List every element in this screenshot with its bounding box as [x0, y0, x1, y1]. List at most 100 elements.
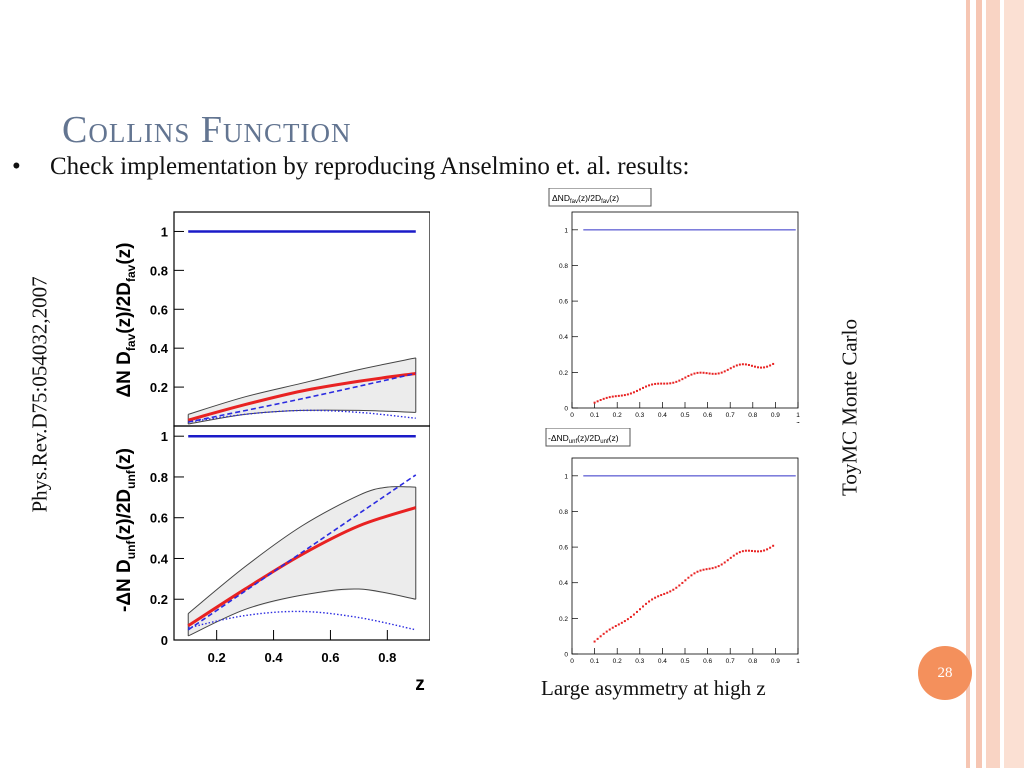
scatter-point: [757, 366, 760, 369]
x-tick-label: 0.6: [321, 650, 339, 665]
scatter-point: [723, 370, 726, 373]
scatter-point: [763, 366, 766, 369]
scatter-point: [696, 371, 699, 374]
x-axis-title: z: [415, 674, 425, 695]
scatter-point: [735, 364, 738, 367]
scatter-point: [678, 584, 681, 587]
x-tick-label: 0.4: [265, 650, 284, 665]
y-tick-label: 0: [564, 652, 568, 659]
scatter-point: [626, 618, 629, 621]
scatter-point: [744, 549, 747, 552]
scatter-point: [708, 567, 711, 570]
scatter-point: [657, 595, 660, 598]
series-red-solid: [187, 371, 416, 422]
y-tick-label: 1: [161, 224, 168, 239]
band-upper-line: [187, 486, 416, 614]
scatter-point: [747, 363, 750, 366]
scatter-point: [654, 596, 657, 599]
scatter-point: [593, 401, 596, 404]
decor-stripe: [986, 0, 1000, 768]
slide-title: Collins Function: [62, 109, 352, 151]
x-tick-label: 0.7: [726, 412, 735, 419]
scatter-point: [705, 568, 708, 571]
error-band: [188, 486, 416, 636]
plot-frame: [173, 425, 430, 641]
y-tick-label: 0.6: [150, 511, 168, 526]
scatter-point: [726, 559, 729, 562]
decor-stripe: [966, 0, 970, 768]
scatter-point: [729, 556, 732, 559]
y-tick-label: 0.6: [150, 302, 168, 317]
scatter-point: [645, 385, 648, 388]
scatter-point: [638, 608, 641, 611]
x-tick-label: 0.2: [208, 650, 226, 665]
band-lower-line: [188, 588, 416, 637]
x-tick-label: 0.9: [771, 412, 780, 419]
note-text: Large asymmetry at high z: [541, 676, 766, 700]
scatter-point: [648, 600, 651, 603]
y-tick-label: 1: [564, 227, 568, 234]
scatter-point: [738, 551, 741, 554]
scatter-point: [732, 554, 735, 557]
scatter-point: [708, 372, 711, 375]
scatter-point: [669, 382, 672, 385]
scatter-point: [672, 588, 675, 591]
x-tick-label: 0: [570, 658, 574, 665]
scatter-point: [735, 552, 738, 555]
scatter-point: [614, 395, 617, 398]
bullet-icon: •: [12, 153, 21, 180]
x-tick-label: 0.2: [613, 658, 622, 665]
scatter-point: [617, 394, 620, 397]
scatter-point: [741, 550, 744, 553]
scatter-point: [714, 566, 717, 569]
scatter-point: [699, 569, 702, 572]
toymc-unf-figure: -ΔNDunf(z)/2Dunf(z) 00.20.40.60.810 0.1 0.…: [545, 428, 800, 668]
x-tick-label: 1: [796, 412, 800, 419]
scatter-point: [605, 396, 608, 399]
scatter-point: [705, 372, 708, 375]
scatter-point: [753, 550, 756, 553]
scatter-point: [681, 581, 684, 584]
x-axis-title: z: [796, 667, 800, 668]
x-tick-label: 0.4: [658, 412, 667, 419]
scatter-point: [772, 544, 775, 547]
scatter-point: [675, 586, 678, 589]
scatter-point: [699, 371, 702, 374]
scatter-point: [753, 365, 756, 368]
scatter-point: [608, 628, 611, 631]
y-tick-label: 1: [161, 429, 168, 444]
scatter-point: [599, 399, 602, 402]
scatter-point: [617, 623, 620, 626]
toymc-fav-title-box: [548, 188, 652, 207]
y-tick-label: 0: [161, 633, 168, 648]
scatter-point: [651, 383, 654, 386]
band-upper-line: [188, 357, 416, 415]
scatter-point: [744, 363, 747, 366]
decor-stripe: [1004, 0, 1024, 768]
y-tick-label: 0.8: [559, 509, 568, 516]
scatter-point: [769, 546, 772, 549]
series-blue-dashed: [187, 474, 417, 631]
fav-ylabel: ΔN Dfav(z)/2Dfav(z): [114, 243, 138, 398]
scatter-point: [723, 561, 726, 564]
scatter-point: [714, 372, 717, 375]
scatter-point: [711, 372, 714, 375]
series-blue-dotted: [188, 610, 416, 631]
x-tick-label: 0.2: [613, 412, 622, 419]
y-tick-label: 0.8: [150, 263, 168, 278]
scatter-point: [602, 397, 605, 400]
x-tick-label: 0.6: [703, 658, 712, 665]
scatter-point: [750, 549, 753, 552]
scatter-point: [717, 372, 720, 375]
scatter-point: [599, 635, 602, 638]
scatter-point: [726, 368, 729, 371]
y-tick-label: 0.2: [150, 592, 168, 607]
scatter-point: [763, 549, 766, 552]
scatter-point: [602, 632, 605, 635]
scatter-point: [663, 592, 666, 595]
scatter-point: [642, 605, 645, 608]
y-tick-label: 1: [564, 473, 568, 480]
scatter-point: [666, 382, 669, 385]
page-number-badge: 28: [918, 646, 972, 700]
scatter-point: [696, 570, 699, 573]
